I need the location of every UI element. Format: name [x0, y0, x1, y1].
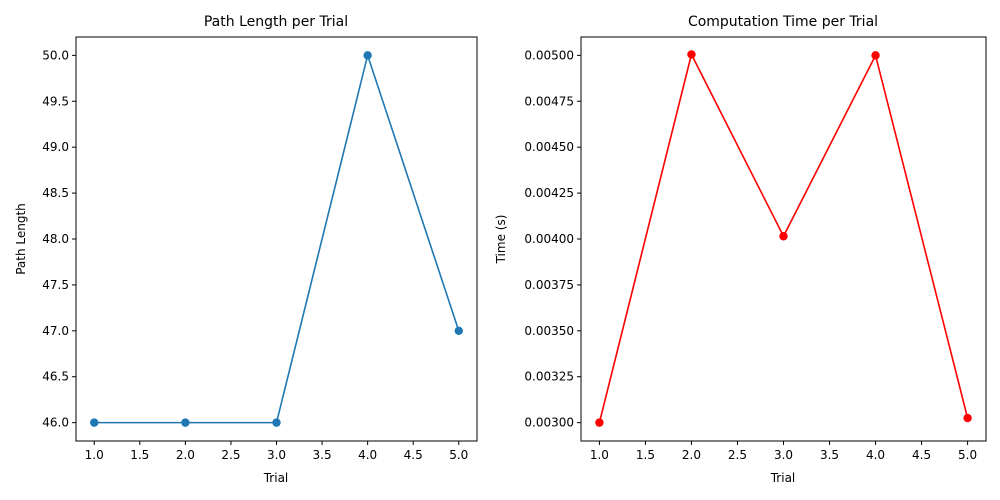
x-tick-label: 3.5 [313, 448, 332, 462]
data-point [687, 50, 696, 59]
plot-area: 1.0 1.5 2.0 2.5 3.0 3.5 4.0 4.5 5.0 0.00300 0.0032… [524, 48, 977, 462]
x-tick-label: 1.5 [636, 448, 655, 462]
data-point [363, 51, 372, 60]
x-tick-label: 4.5 [912, 448, 931, 462]
x-tick-label: 3.0 [267, 448, 286, 462]
x-tick-label: 4.0 [866, 448, 885, 462]
x-axis-label: Trial [263, 471, 289, 485]
y-tick-label: 0.00400 [524, 232, 574, 246]
x-tick-label: 5.0 [449, 448, 468, 462]
y-tick-label: 48.0 [42, 232, 69, 246]
chart-path-length: Path Length per Trial 1.0 1.5 2.0 2.5 3.0 3.5… [14, 14, 478, 485]
y-tick-label: 49.5 [42, 94, 69, 108]
data-point [90, 418, 99, 427]
plot-area: 1.0 1.5 2.0 2.5 3.0 3.5 4.0 4.5 5.0 46.0 46.5 47.0 4… [42, 48, 468, 462]
y-tick-label: 0.00425 [524, 186, 574, 200]
x-tick-label: 5.0 [958, 448, 977, 462]
y-axis-label: Path Length [14, 203, 28, 275]
data-point [272, 418, 281, 427]
data-point [779, 232, 788, 241]
series-line [94, 52, 460, 424]
x-tick-label: 1.0 [590, 448, 609, 462]
y-tick-label: 47.0 [42, 324, 69, 338]
x-axis-label: Trial [770, 471, 796, 485]
y-tick-label: 0.00300 [524, 416, 574, 430]
y-tick-label: 50.0 [42, 48, 69, 62]
x-tick-label: 2.0 [682, 448, 701, 462]
y-tick-label: 46.0 [42, 416, 69, 430]
y-tick-label: 46.5 [42, 370, 69, 384]
y-tick-label: 0.00350 [524, 324, 574, 338]
chart-title: Computation Time per Trial [688, 14, 878, 30]
chart-computation-time: Computation Time per Trial 1.0 1.5 2.0 2.5 3… [494, 14, 987, 485]
x-tick-label: 2.5 [221, 448, 240, 462]
x-tick-label: 2.5 [728, 448, 747, 462]
y-tick-label: 47.5 [42, 278, 69, 292]
data-point [595, 418, 604, 427]
y-tick-label: 48.5 [42, 186, 69, 200]
y-tick-label: 0.00375 [524, 278, 574, 292]
y-axis-label: Time (s) [494, 215, 508, 265]
chart-title: Path Length per Trial [204, 14, 348, 30]
x-tick-label: 4.5 [404, 448, 423, 462]
data-point [454, 326, 463, 336]
y-tick-label: 0.00475 [524, 94, 574, 108]
data-point [871, 51, 880, 60]
data-point [181, 418, 190, 427]
x-tick-label: 4.0 [358, 448, 377, 462]
data-point [963, 413, 972, 423]
y-tick-label: 0.00500 [524, 48, 574, 62]
x-tick-label: 2.0 [176, 448, 195, 462]
y-tick-label: 49.0 [42, 140, 69, 154]
x-tick-label: 3.5 [820, 448, 839, 462]
x-tick-label: 1.5 [130, 448, 149, 462]
y-tick-label: 0.00450 [524, 140, 574, 154]
plot-frame [75, 36, 478, 442]
y-tick-label: 0.00325 [524, 370, 574, 384]
x-tick-label: 1.0 [85, 448, 104, 462]
x-tick-label: 3.0 [774, 448, 793, 462]
